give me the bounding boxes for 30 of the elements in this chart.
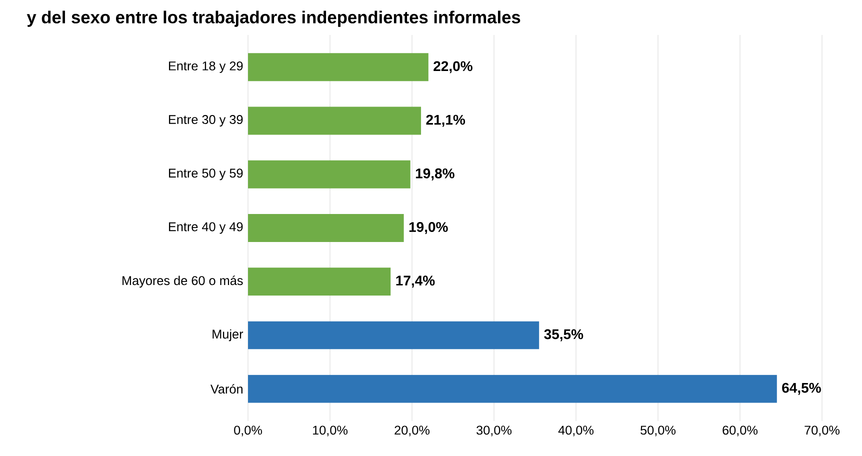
y-tick-label: Mujer xyxy=(212,329,244,342)
bar xyxy=(248,160,410,188)
data-label: 17,4% xyxy=(396,276,435,288)
bar xyxy=(248,106,422,135)
x-tick-label: 40,0% xyxy=(558,426,594,436)
data-label: 19,8% xyxy=(416,168,454,180)
y-tick-label: Entre 40 y 49 xyxy=(168,222,243,234)
bar xyxy=(248,214,404,242)
x-tick-label: 20,0% xyxy=(394,426,430,436)
bar xyxy=(248,374,777,403)
x-tick-label: 70,0% xyxy=(804,426,840,436)
y-tick-label: Mayores de 60 o más xyxy=(122,276,243,288)
data-label: 64,5% xyxy=(782,382,821,395)
data-label: 35,5% xyxy=(544,329,584,342)
chart-title: y del sexo entre los trabajadores independientes informales xyxy=(26,10,520,27)
y-tick-label: Entre 50 y 59 xyxy=(168,168,243,180)
x-tick-label: 50,0% xyxy=(640,426,676,436)
data-label: 19,0% xyxy=(409,222,448,234)
x-tick-label: 10,0% xyxy=(313,426,348,436)
x-tick-label: 30,0% xyxy=(476,426,512,436)
bar xyxy=(248,321,540,350)
data-label: 21,1% xyxy=(426,114,466,127)
x-tick-label: 60,0% xyxy=(722,426,758,436)
data-label: 22,0% xyxy=(434,61,472,74)
bar xyxy=(248,268,391,296)
y-tick-label: Entre 30 y 39 xyxy=(168,115,243,127)
y-tick-label: Entre 18 y 29 xyxy=(168,61,243,73)
y-tick-label: Varón xyxy=(210,384,242,394)
x-tick-label: 0,0% xyxy=(234,426,262,436)
bar xyxy=(248,53,428,82)
